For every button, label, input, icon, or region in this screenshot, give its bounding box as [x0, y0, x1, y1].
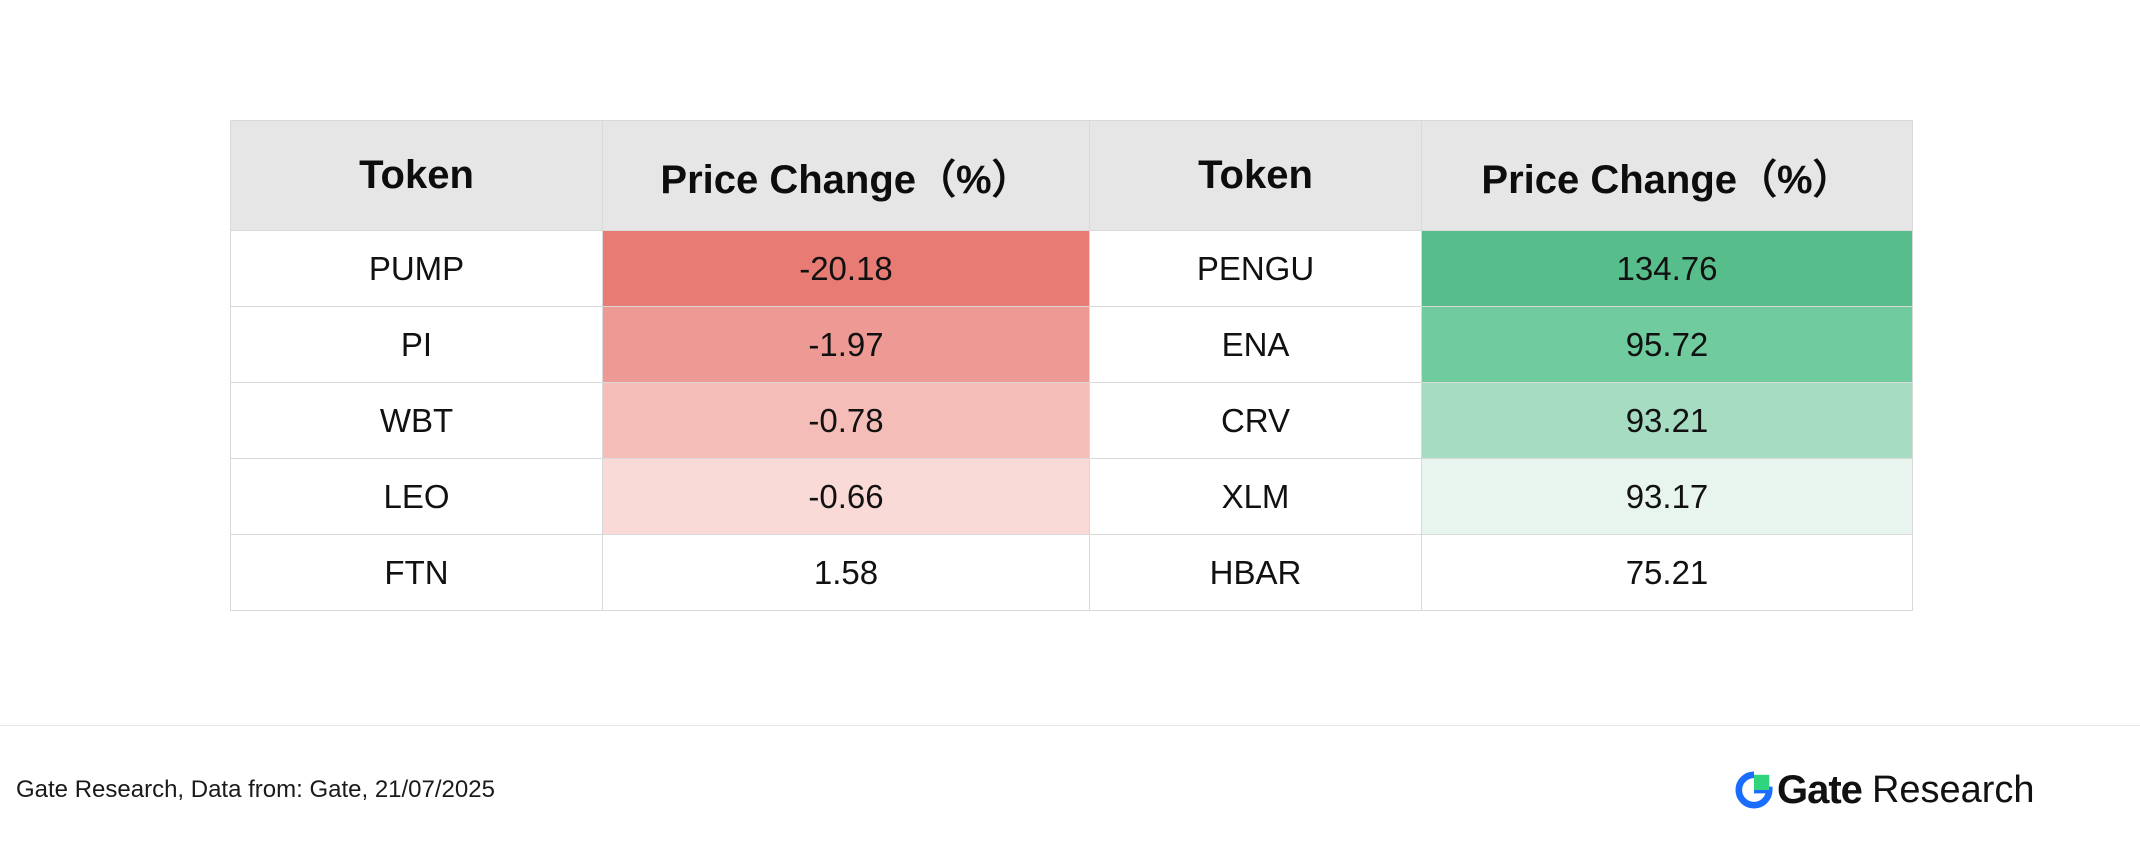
token-cell-right: CRV — [1089, 382, 1422, 459]
table-row: PUMP -20.18 PENGU 134.76 — [230, 230, 1913, 307]
header-price-change-left: Price Change（%） — [602, 120, 1090, 231]
price-change-cell-left: -0.66 — [602, 458, 1090, 535]
token-cell-right: ENA — [1089, 306, 1422, 383]
table-row: WBT -0.78 CRV 93.21 — [230, 382, 1913, 459]
price-change-table: Token Price Change（%） Token Price Change… — [230, 120, 1913, 611]
token-cell-right: XLM — [1089, 458, 1422, 535]
brand-name: Gate — [1777, 767, 1863, 812]
price-change-cell-right: 93.17 — [1421, 458, 1913, 535]
header-token-right: Token — [1089, 120, 1422, 231]
token-cell-left: LEO — [230, 458, 603, 535]
price-change-cell-left: -1.97 — [602, 306, 1090, 383]
table-body: PUMP -20.18 PENGU 134.76 PI -1.97 ENA 95.72 WBT -… — [230, 230, 1913, 611]
footer-divider — [0, 725, 2140, 726]
token-cell-left: WBT — [230, 382, 603, 459]
token-cell-left: PUMP — [230, 230, 603, 307]
price-change-cell-left: -0.78 — [602, 382, 1090, 459]
token-cell-left: PI — [230, 306, 603, 383]
price-change-cell-left: -20.18 — [602, 230, 1090, 307]
data-source-caption: Gate Research, Data from: Gate, 21/07/20… — [16, 776, 495, 803]
brand-suffix: Research — [1871, 768, 2035, 811]
table-row: FTN 1.58 HBAR 75.21 — [230, 534, 1913, 611]
token-cell-left: FTN — [230, 534, 603, 611]
price-change-cell-left: 1.58 — [602, 534, 1090, 611]
header-token-left: Token — [230, 120, 603, 231]
table-header-row: Token Price Change（%） Token Price Change… — [230, 120, 1913, 231]
token-cell-right: PENGU — [1089, 230, 1422, 307]
gate-research-brand: Gate Research — [1735, 765, 2035, 815]
header-price-change-right: Price Change（%） — [1421, 120, 1913, 231]
price-change-cell-right: 75.21 — [1421, 534, 1913, 611]
price-change-cell-right: 134.76 — [1421, 230, 1913, 307]
token-cell-right: HBAR — [1089, 534, 1422, 611]
table-row: PI -1.97 ENA 95.72 — [230, 306, 1913, 383]
price-change-cell-right: 93.21 — [1421, 382, 1913, 459]
table-row: LEO -0.66 XLM 93.17 — [230, 458, 1913, 535]
price-change-cell-right: 95.72 — [1421, 306, 1913, 383]
price-change-table-container: Token Price Change（%） Token Price Change… — [230, 120, 1913, 611]
gate-logo-icon — [1735, 771, 1773, 809]
